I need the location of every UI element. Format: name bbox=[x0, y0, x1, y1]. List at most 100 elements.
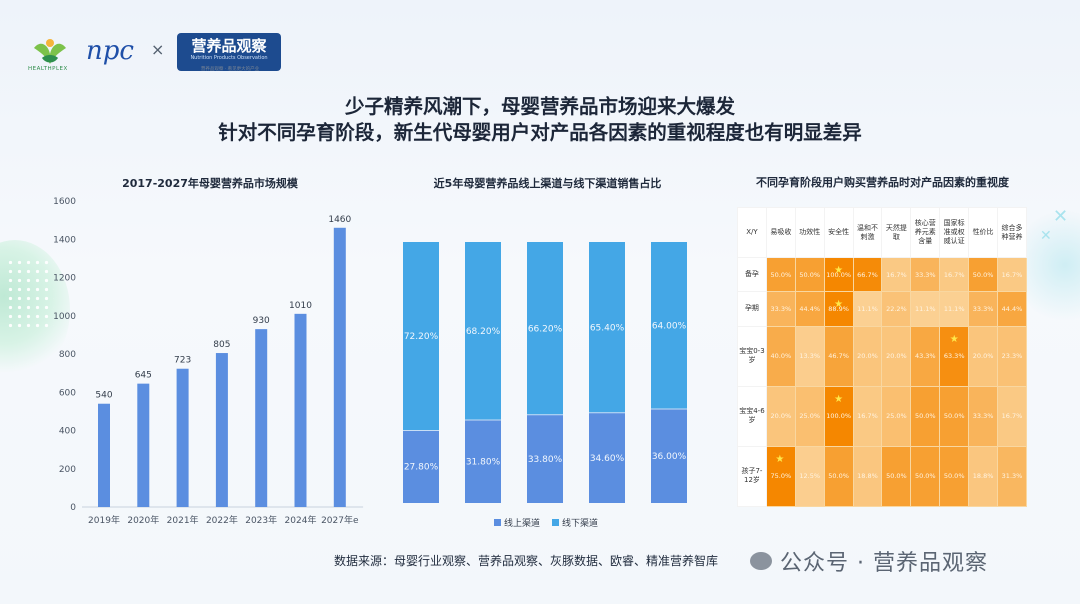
heatmap-cell-value: 50.0% bbox=[770, 270, 792, 279]
bar bbox=[294, 313, 307, 507]
heatmap-column-header: 天然提取 bbox=[881, 207, 912, 258]
heatmap-cell: 33.3% bbox=[765, 291, 796, 327]
bar-offline bbox=[651, 242, 687, 410]
heatmap-cell: 13.3% bbox=[794, 325, 825, 387]
heatmap-cell-value: 11.1% bbox=[914, 304, 936, 313]
heatmap-row-header: 宝宝0-3岁 bbox=[737, 325, 767, 387]
heatmap-cell-value: 50.0% bbox=[972, 270, 994, 279]
heatmap-column-header: 易吸收 bbox=[765, 207, 796, 258]
heatmap-cell-value: 50.0% bbox=[943, 412, 965, 421]
bar-online bbox=[465, 420, 501, 503]
heatmap-column-header: 核心营养元素含量 bbox=[910, 207, 941, 258]
bar-offline bbox=[403, 242, 439, 431]
y-tick-label: 1200 bbox=[53, 274, 76, 284]
heatmap-cell-value: 18.8% bbox=[972, 472, 994, 481]
heatmap-cell-value: 31.3% bbox=[1001, 472, 1023, 481]
heatmap-row: 孩子7-12岁 75.0% ★ 12.5% 50.0% 18.8% 50.0% 50.0% 50… bbox=[737, 445, 1027, 508]
heatmap-cell-value: 25.0% bbox=[799, 412, 821, 421]
y-tick-label: 1600 bbox=[53, 197, 76, 207]
x-tick-label: 2023年 bbox=[245, 514, 277, 526]
y-tick-label: 400 bbox=[59, 427, 76, 437]
heatmap-cell: 88.9% ★ bbox=[823, 291, 854, 327]
heatmap-cell-value: 20.0% bbox=[886, 352, 907, 361]
heatmap-cell: 50.0% bbox=[881, 445, 912, 508]
heatmap-cell-value: 16.7% bbox=[943, 270, 965, 279]
heatmap-row-header: 孕期 bbox=[737, 291, 767, 327]
heatmap-cell: 43.3% bbox=[910, 325, 941, 387]
heatmap-cell-value: 40.0% bbox=[770, 352, 792, 361]
heatmap-cell-value: 20.0% bbox=[857, 352, 878, 361]
heatmap-cell-value: 23.3% bbox=[1001, 352, 1023, 361]
heatmap-cell: 44.4% bbox=[997, 291, 1027, 327]
heatmap-row-header: 备孕 bbox=[737, 256, 767, 293]
y-tick-label: 200 bbox=[59, 465, 76, 475]
heatmap-cell-value: 20.0% bbox=[972, 352, 994, 361]
bar-online bbox=[403, 430, 439, 503]
bar-value-label: 930 bbox=[253, 316, 270, 326]
npo-logo-tagline: 营养品观察 · 看见更大的产业 bbox=[200, 67, 260, 72]
heatmap-cell-value: 33.3% bbox=[972, 412, 994, 421]
heatmap-cell-value: 44.4% bbox=[1001, 304, 1023, 313]
wechat-icon bbox=[750, 552, 772, 570]
heatmap-cell: 20.0% bbox=[968, 325, 999, 387]
npo-logo-subtitle: Nutrition Products Observation bbox=[190, 55, 268, 61]
healthplex-logo-text: HEALTHPLEX bbox=[28, 66, 68, 72]
x-tick-label: 2021年 bbox=[167, 514, 199, 526]
x-tick-label: 2027年e bbox=[321, 514, 359, 526]
page-title-line1: 少子精养风潮下，母婴营养品市场迎来大爆发 bbox=[344, 95, 735, 118]
heatmap-row: 孕期 33.3% 44.4% 88.9% ★ 11.1% 22.2% 11.1% 11.1% 33… bbox=[737, 291, 1027, 327]
legend-swatch-offline bbox=[552, 519, 560, 526]
heatmap-cell: 50.0% bbox=[910, 445, 941, 508]
heatmap-cell: 100.0% ★ bbox=[823, 385, 854, 447]
heatmap-row-header: 宝宝4-6岁 bbox=[737, 385, 767, 447]
heatmap-cell: 50.0% bbox=[939, 445, 970, 508]
heatmap-cell: 18.8% bbox=[852, 445, 883, 508]
heatmap-cell-value: 66.7% bbox=[857, 270, 878, 279]
heatmap-cell-value: 11.1% bbox=[943, 304, 965, 313]
heatmap-cell-value: 100.0% bbox=[826, 412, 852, 421]
heatmap-column-header: 安全性 bbox=[823, 207, 854, 258]
offline-share-label: 72.20% bbox=[404, 332, 439, 342]
heatmap-row: 宝宝0-3岁 40.0% 13.3% 46.7% 20.0% 20.0% 43.3% 63.3… bbox=[737, 325, 1027, 387]
heatmap-header-row: X/Y 易吸收 功效性 安全性 温和不刺激 天然提取 核心营养元素含量 国家标准或权威认证 性价… bbox=[737, 207, 1027, 258]
heatmap-cell-value: 46.7% bbox=[828, 352, 849, 361]
y-tick-label: 0 bbox=[70, 503, 76, 513]
heatmap-row: 备孕 50.0% 50.0% 100.0% ★ 66.7% 16.7% 33.3% 16.7% 5… bbox=[737, 256, 1027, 293]
bar-value-label: 645 bbox=[135, 371, 152, 381]
heatmap-cell: 63.3% ★ bbox=[939, 325, 970, 387]
x-tick-label: 2020年 bbox=[127, 514, 159, 526]
heatmap-cell: 44.4% bbox=[794, 291, 825, 327]
page-title-line2: 针对不同孕育阶段，新生代母婴用户对产品各因素的重视程度也有明显差异 bbox=[218, 121, 862, 144]
heatmap-cell: 16.7% bbox=[997, 385, 1027, 447]
heatmap-column-header: 温和不刺激 bbox=[852, 207, 883, 258]
heatmap-cell: 20.0% bbox=[881, 325, 912, 387]
heatmap-cell: 12.5% bbox=[794, 445, 825, 508]
npo-logo-title: 营养品观察 bbox=[191, 37, 267, 55]
heatmap-cell: 11.1% bbox=[852, 291, 883, 327]
bar-value-label: 723 bbox=[174, 356, 191, 366]
heatmap-cell: 75.0% ★ bbox=[765, 445, 796, 508]
x-decoration-icon: ✕ bbox=[1040, 228, 1052, 244]
bar bbox=[333, 227, 346, 507]
heatmap-cell: 16.7% bbox=[997, 256, 1027, 293]
data-source: 数据来源：母婴行业观察、营养品观察、灰豚数据、欧睿、精准营养智库 bbox=[334, 554, 719, 568]
heatmap-cell-value: 50.0% bbox=[914, 472, 936, 481]
heatmap-cell-value: 50.0% bbox=[799, 270, 821, 279]
heatmap-cell-value: 12.5% bbox=[799, 472, 821, 481]
heatmap-cell-value: 22.2% bbox=[886, 304, 907, 313]
star-icon: ★ bbox=[834, 299, 844, 311]
heatmap-cell: 66.7% bbox=[852, 256, 883, 293]
heatmap-cell-value: 16.7% bbox=[886, 270, 907, 279]
heatmap-cell-value: 13.3% bbox=[799, 352, 821, 361]
star-icon: ★ bbox=[775, 453, 785, 465]
heatmap-corner-label: X/Y bbox=[737, 207, 767, 258]
watermark-text: 公众号 · 营养品观察 bbox=[780, 551, 988, 576]
heatmap-column-header: 功效性 bbox=[794, 207, 825, 258]
heatmap-cell-value: 16.7% bbox=[1001, 412, 1023, 421]
heatmap-cell-value: 18.8% bbox=[857, 472, 878, 481]
online-share-label: 33.80% bbox=[528, 455, 563, 465]
legend-swatch-online bbox=[494, 519, 501, 526]
online-share-label: 27.80% bbox=[404, 463, 439, 473]
heatmap-cell-value: 50.0% bbox=[828, 472, 849, 481]
